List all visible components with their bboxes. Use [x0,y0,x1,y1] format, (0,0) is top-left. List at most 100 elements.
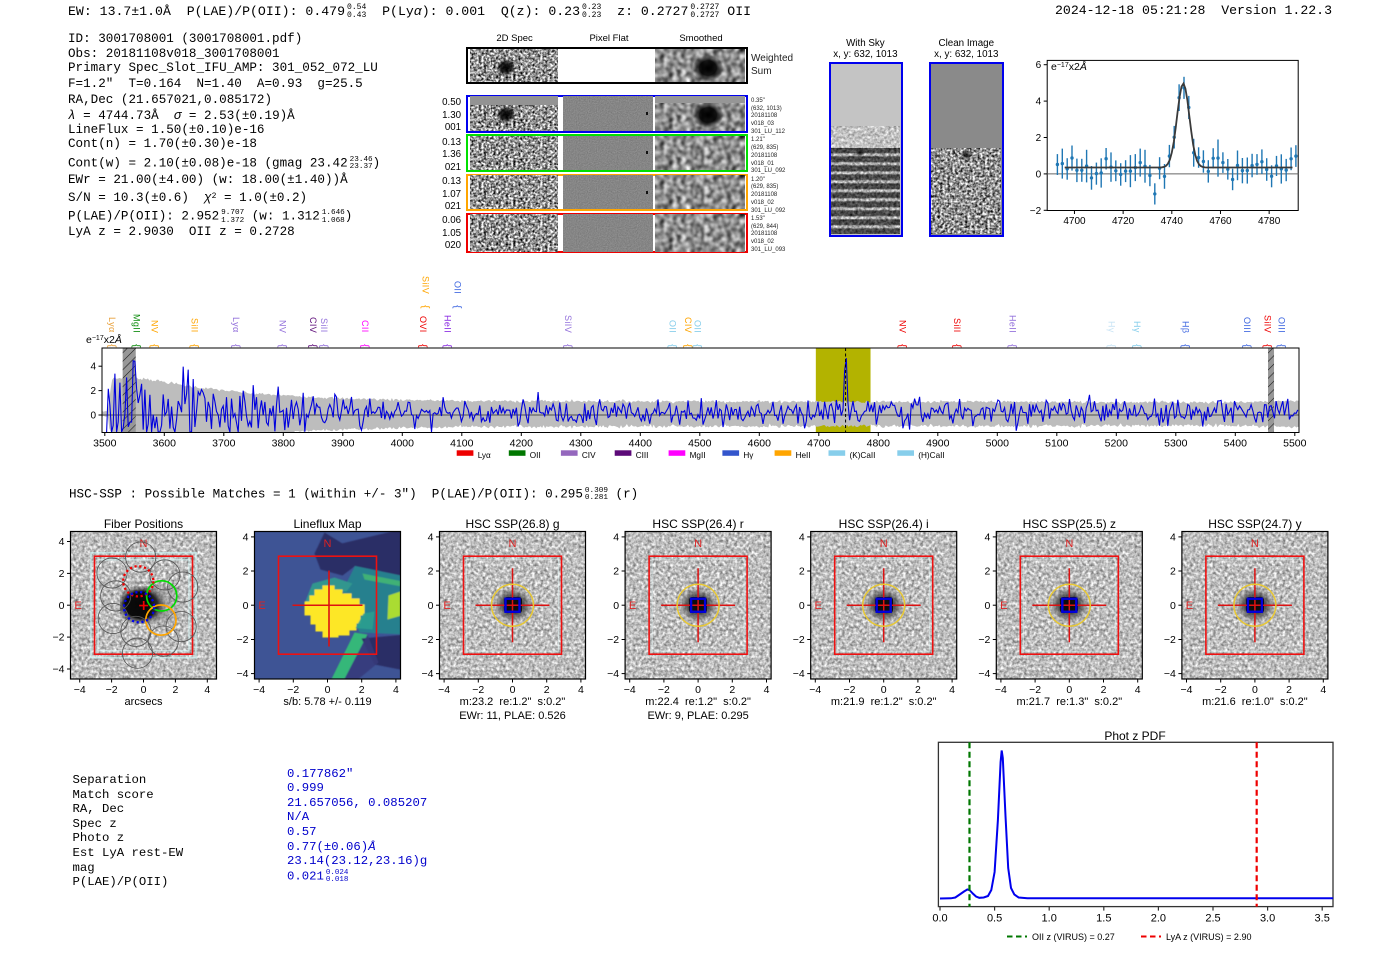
svg-text:−4: −4 [624,684,636,696]
svg-text:−4: −4 [74,684,86,696]
svg-text:−4: −4 [422,668,434,680]
svg-text:5500: 5500 [1283,438,1307,450]
svg-text:Hγ: Hγ [743,451,754,460]
svg-text:2: 2 [729,684,735,696]
svg-text:−2: −2 [793,634,805,646]
svg-text:4: 4 [949,684,955,696]
svg-text:0: 0 [1170,600,1176,612]
svg-text:4720: 4720 [1112,216,1135,227]
svg-text:1.5: 1.5 [1096,913,1111,925]
svg-text:−4: −4 [253,684,265,696]
svg-text:−2: −2 [1164,634,1176,646]
svg-text:0: 0 [881,684,887,696]
svg-text:2: 2 [613,566,619,578]
svg-text:0: 0 [695,684,701,696]
svg-text:−2: −2 [658,684,670,696]
svg-text:−2: −2 [1215,684,1227,696]
svg-text:HeII: HeII [796,451,811,460]
svg-text:2: 2 [1170,566,1176,578]
svg-text:4: 4 [243,531,249,543]
svg-text:4800: 4800 [867,438,891,450]
svg-text:−4: −4 [53,664,65,676]
svg-text:4: 4 [799,531,805,543]
svg-text:−2: −2 [844,684,856,696]
svg-text:4: 4 [1320,684,1326,696]
svg-text:2: 2 [1101,684,1107,696]
svg-text:4500: 4500 [688,438,712,450]
svg-text:−2: −2 [1030,206,1042,217]
svg-text:0: 0 [799,600,805,612]
svg-text:0: 0 [59,600,65,612]
svg-text:−4: −4 [995,684,1007,696]
svg-text:0: 0 [141,684,147,696]
svg-text:4: 4 [90,362,96,373]
svg-text:4200: 4200 [510,438,534,450]
svg-text:E: E [1186,600,1193,612]
svg-text:2: 2 [984,566,990,578]
svg-text:2: 2 [243,566,249,578]
svg-text:4: 4 [1135,684,1141,696]
svg-text:3600: 3600 [153,438,177,450]
svg-text:4: 4 [578,684,584,696]
svg-text:2: 2 [1036,133,1042,144]
svg-text:−2: −2 [1029,684,1041,696]
svg-text:4100: 4100 [450,438,474,450]
svg-text:4: 4 [1036,97,1042,108]
svg-text:5100: 5100 [1045,438,1069,450]
svg-text:2: 2 [359,684,365,696]
svg-text:4: 4 [613,531,619,543]
svg-text:MgII: MgII [690,451,706,460]
svg-text:−4: −4 [978,668,990,680]
svg-text:−2: −2 [607,634,619,646]
svg-text:4: 4 [984,531,990,543]
svg-text:−4: −4 [607,668,619,680]
svg-text:4600: 4600 [748,438,772,450]
svg-text:4740: 4740 [1161,216,1184,227]
svg-text:−2: −2 [106,684,118,696]
svg-text:2: 2 [172,684,178,696]
svg-text:(K)CaII: (K)CaII [850,451,876,460]
svg-text:4300: 4300 [569,438,593,450]
svg-text:0.0: 0.0 [932,913,947,925]
svg-text:5300: 5300 [1164,438,1188,450]
svg-text:−4: −4 [793,668,805,680]
svg-text:LyA z (VIRUS) = 2.90: LyA z (VIRUS) = 2.90 [1166,932,1251,942]
svg-text:0: 0 [1036,169,1042,180]
svg-text:0: 0 [613,600,619,612]
svg-text:4: 4 [1170,531,1176,543]
svg-text:2: 2 [1286,684,1292,696]
svg-text:−4: −4 [1181,684,1193,696]
svg-text:E: E [74,600,81,612]
svg-text:CIV: CIV [582,451,596,460]
svg-text:4780: 4780 [1258,216,1281,227]
svg-text:4: 4 [393,684,399,696]
svg-text:N: N [1065,538,1073,550]
svg-text:E: E [629,600,636,612]
svg-text:−2: −2 [53,632,65,644]
svg-text:4700: 4700 [1063,216,1086,227]
svg-text:5200: 5200 [1105,438,1129,450]
svg-text:4: 4 [428,531,434,543]
svg-text:4: 4 [764,684,770,696]
svg-text:5000: 5000 [986,438,1010,450]
svg-text:0: 0 [325,684,331,696]
svg-text:N: N [324,538,332,550]
svg-text:4760: 4760 [1209,216,1232,227]
svg-text:2: 2 [799,566,805,578]
svg-text:0: 0 [1066,684,1072,696]
svg-text:0: 0 [90,411,96,422]
svg-text:4: 4 [204,684,210,696]
svg-text:−4: −4 [237,668,249,680]
svg-text:4400: 4400 [629,438,653,450]
svg-text:6: 6 [1036,60,1042,71]
svg-text:Lyα: Lyα [478,451,491,460]
svg-text:OII: OII [530,451,541,460]
svg-text:(H)CaII: (H)CaII [918,451,944,460]
svg-text:−2: −2 [287,684,299,696]
svg-text:4700: 4700 [807,438,831,450]
svg-text:2.0: 2.0 [1151,913,1166,925]
svg-text:0: 0 [1252,684,1258,696]
svg-text:3900: 3900 [331,438,355,450]
svg-text:3500: 3500 [93,438,117,450]
svg-text:2: 2 [59,568,65,580]
